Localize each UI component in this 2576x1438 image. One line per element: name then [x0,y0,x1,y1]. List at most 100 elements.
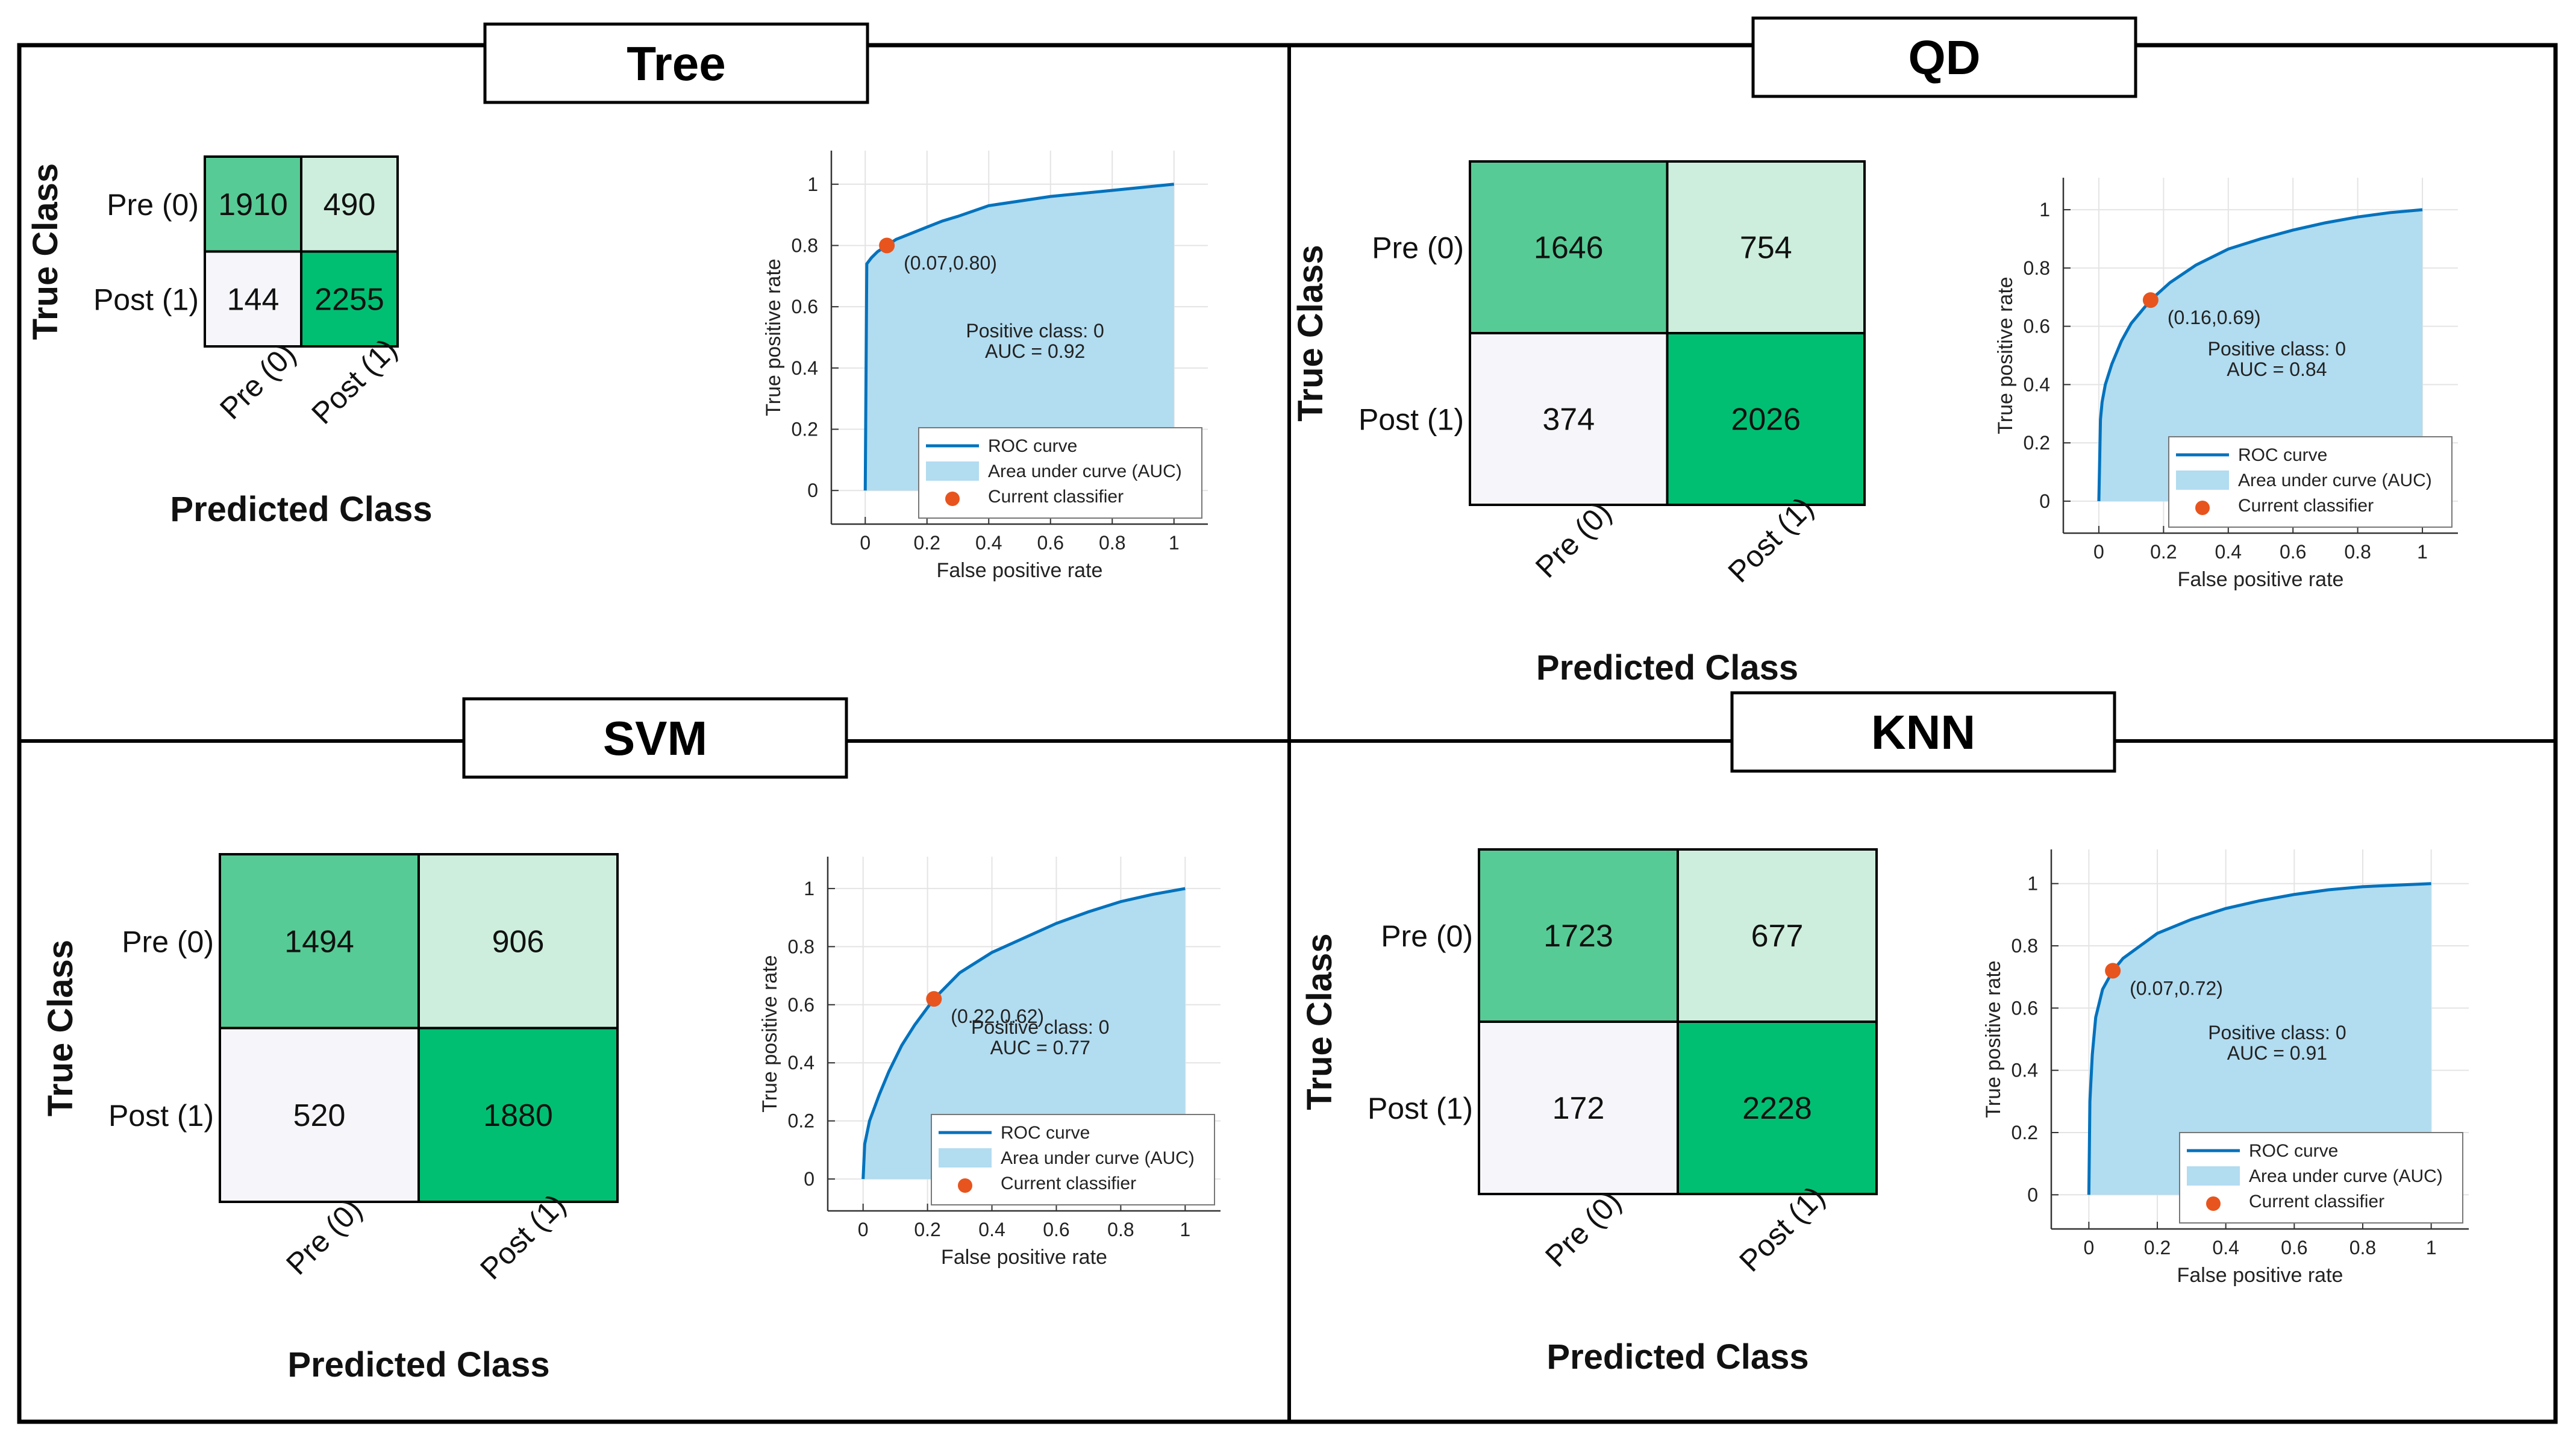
cm-col-label: Pre (0) [280,1192,369,1281]
cm-cell [204,155,302,253]
roc-y-tick-label: 1 [807,173,818,195]
roc-y-label: True positive rate [758,955,781,1112]
current-classifier-marker [926,991,942,1007]
roc-y-tick-label: 0.4 [792,357,818,379]
cm-row-label: Pre (0) [1381,919,1473,953]
cm-row-label: Post (1) [1368,1092,1473,1125]
legend-area-swatch [926,461,979,481]
roc-curve [861,887,1186,1180]
roc-x-tick-label: 0.4 [978,1219,1005,1240]
current-classifier-label: (0.07,0.80) [904,252,997,274]
cm-row-label: Post (1) [108,1099,214,1133]
legend-marker-swatch [2206,1196,2221,1211]
roc-y-tick-label: 0.6 [788,994,814,1016]
cm-value: 2228 [1742,1091,1812,1126]
roc-y-tick-label: 0 [804,1168,814,1190]
true-class-label: True Class [26,163,65,340]
current-classifier-marker [879,237,895,254]
roc-x-tick-label: 0.6 [2280,541,2306,563]
roc-y-label: True positive rate [1994,277,2017,434]
cm-col-label: Pre (0) [213,337,302,426]
roc-area [863,888,1186,1180]
cm-row-label: Pre (0) [107,188,199,222]
cm-cell [1677,1021,1878,1195]
roc-x-label: False positive rate [941,1246,1107,1269]
legend-entry: Area under curve (AUC) [988,461,1182,481]
cm-value: 677 [1751,919,1804,954]
roc-x-tick-label: 0.4 [2215,541,2242,563]
roc-x-tick-label: 0 [2093,541,2104,563]
roc-y-tick-label: 0.6 [792,296,818,317]
positive-class-text: Positive class: 0 [2208,338,2346,360]
roc-curve [863,183,1174,491]
roc-y-tick-label: 1 [804,878,814,899]
auc-text: AUC = 0.77 [990,1037,1090,1058]
cm-row-label: Pre (0) [122,925,214,958]
roc-x-tick-label: 0.8 [1099,532,1125,554]
cm-cell [417,1027,619,1203]
current-classifier-label: (0.07,0.72) [2130,977,2223,999]
cm-cell [1469,332,1669,506]
cm-value: 906 [492,924,545,959]
positive-class-text: Positive class: 0 [971,1016,1109,1038]
cm-value: 1646 [1534,231,1604,266]
cm-value: 374 [1542,402,1595,437]
cm-value: 144 [227,282,280,317]
roc-y-tick-label: 0.8 [792,234,818,256]
positive-class-text: Positive class: 0 [2208,1022,2346,1043]
cm-value: 2026 [1731,402,1801,437]
legend-area-swatch [2187,1166,2240,1186]
roc-y-tick-label: 0.2 [792,419,818,440]
roc-area [865,184,1174,491]
roc-area [2098,210,2423,501]
legend-entry: ROC curve [2249,1141,2338,1161]
cm-cell [417,853,619,1030]
roc-x-tick-label: 0.4 [975,532,1002,554]
model-title-box [483,22,869,104]
roc-y-tick-label: 0.4 [2024,374,2050,395]
roc-x-tick-label: 0.6 [2281,1237,2307,1258]
legend-entry: Current classifier [988,487,1124,507]
legend-entry: Area under curve (AUC) [2249,1166,2443,1186]
true-class-label: True Class [1300,933,1339,1110]
cm-row-label: Pre (0) [1372,231,1464,265]
cm-col-label: Pre (0) [1539,1184,1628,1274]
roc-y-tick-label: 0.8 [788,936,814,957]
roc-y-tick-label: 1 [2027,873,2038,895]
roc-y-tick-label: 1 [2039,199,2050,220]
roc-x-tick-label: 0.4 [2212,1237,2239,1258]
roc-x-tick-label: 0.2 [2144,1237,2171,1258]
model-title: SVM [603,711,707,765]
cm-cell [204,250,302,348]
true-class-label: True Class [1291,245,1330,421]
cm-cell [300,250,399,348]
auc-text: AUC = 0.92 [985,340,1085,362]
roc-x-tick-label: 0 [858,1219,869,1240]
roc-y-tick-label: 0.2 [788,1110,814,1132]
cm-value: 2255 [314,282,384,317]
cm-cell [1666,160,1866,334]
roc-y-label: True positive rate [1982,960,2005,1118]
auc-text: AUC = 0.84 [2227,358,2327,380]
roc-area [2089,883,2431,1195]
roc-curve [2087,882,2431,1195]
model-title-box [1730,691,2116,773]
current-classifier-label: (0.22,0.62) [951,1005,1044,1027]
roc-plot: 0 0 0.2 0.2 0.4 0.4 0.6 0.6 0.8 0.8 1 1 False positi… [1994,178,2458,591]
cm-cell [1666,332,1866,506]
legend-entry: Current classifier [2249,1192,2384,1211]
legend-area-swatch [2176,470,2229,490]
model-title: Tree [627,37,726,90]
legend-entry: Area under curve (AUC) [1001,1148,1195,1168]
roc-y-tick-label: 0.6 [2012,997,2038,1019]
roc-x-tick-label: 0.2 [914,1219,940,1240]
roc-plot: 0 0 0.2 0.2 0.4 0.4 0.6 0.6 0.8 0.8 1 1 False positi… [758,857,1221,1269]
roc-x-tick-label: 1 [1169,532,1180,554]
roc-legend: ROC curve Area under curve (AUC) Current c… [2179,1132,2463,1224]
roc-y-tick-label: 0.2 [2024,432,2050,454]
roc-x-tick-label: 0 [860,532,871,554]
